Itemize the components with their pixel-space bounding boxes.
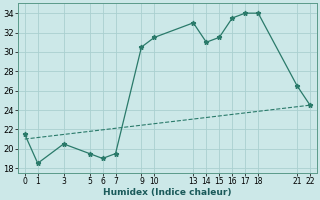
X-axis label: Humidex (Indice chaleur): Humidex (Indice chaleur)	[103, 188, 232, 197]
